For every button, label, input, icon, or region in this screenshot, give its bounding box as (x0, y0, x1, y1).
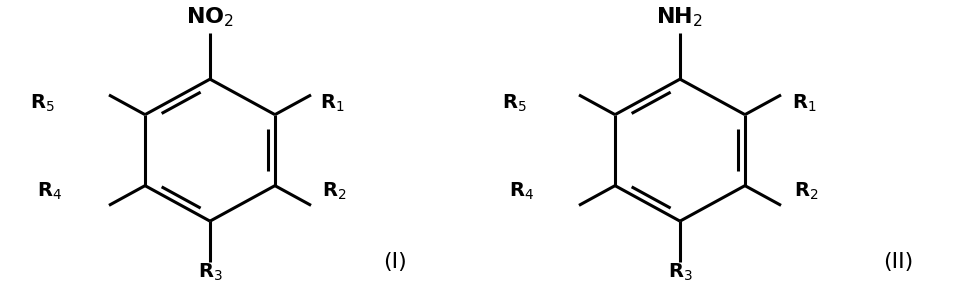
Text: NH$_2$: NH$_2$ (657, 5, 704, 29)
Text: R$_5$: R$_5$ (503, 93, 527, 115)
Text: (I): (I) (383, 251, 407, 271)
Text: R$_2$: R$_2$ (322, 181, 347, 202)
Text: R$_1$: R$_1$ (320, 93, 345, 115)
Text: R$_4$: R$_4$ (37, 181, 62, 202)
Text: NO$_2$: NO$_2$ (186, 5, 234, 29)
Text: R$_4$: R$_4$ (509, 181, 534, 202)
Text: (II): (II) (883, 251, 913, 271)
Text: R$_5$: R$_5$ (30, 93, 55, 115)
Text: R$_3$: R$_3$ (197, 261, 222, 283)
Text: R$_2$: R$_2$ (794, 181, 819, 202)
Text: R$_3$: R$_3$ (667, 261, 692, 283)
Text: R$_1$: R$_1$ (792, 93, 817, 115)
